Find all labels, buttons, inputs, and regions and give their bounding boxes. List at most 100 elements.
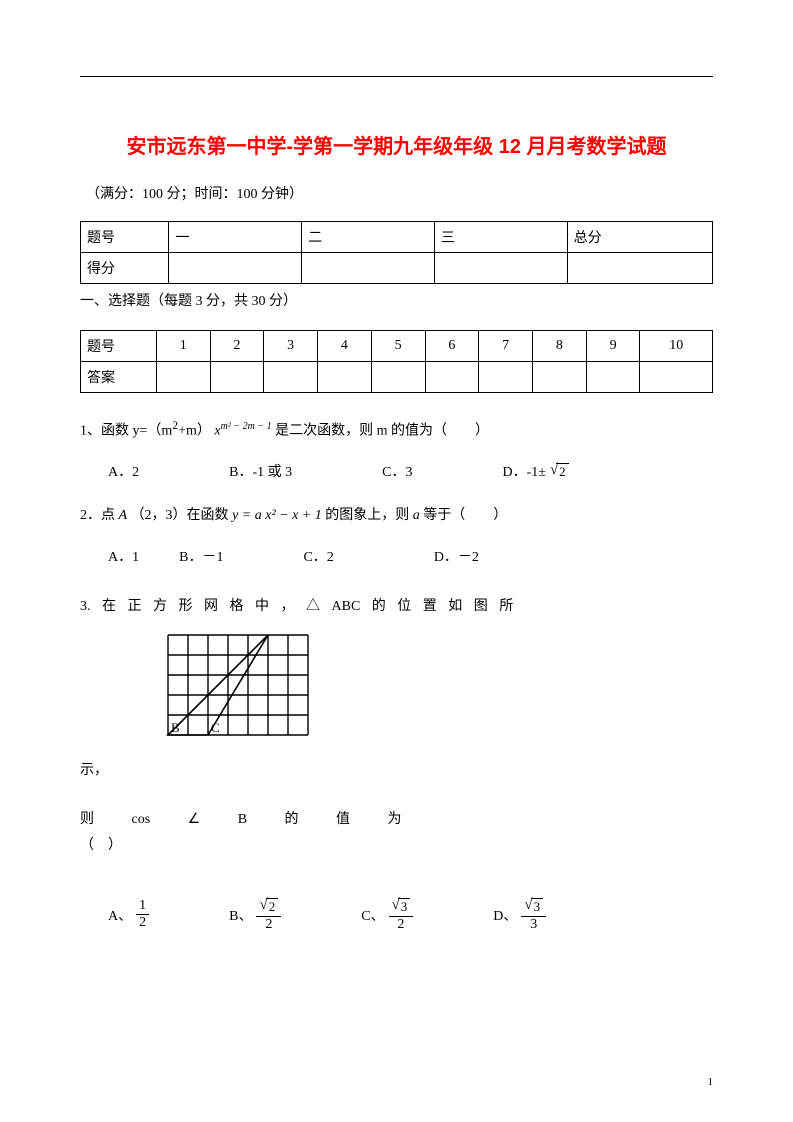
option-b: B．-1 或 3: [229, 461, 292, 481]
option-b: B．－1: [179, 546, 223, 566]
q3-paren: （ ）: [80, 834, 713, 854]
option-a: A．2: [108, 461, 139, 481]
opt-label: C、: [361, 905, 384, 925]
cell: 5: [371, 331, 425, 362]
cell: 一: [169, 222, 302, 253]
cell: [479, 362, 533, 393]
option-c: C．3: [382, 461, 412, 481]
cell: 得分: [81, 253, 169, 284]
cell: 9: [586, 331, 640, 362]
cell: [425, 362, 479, 393]
score-table: 题号 一 二 三 总分 得分: [80, 221, 713, 284]
fraction: √3 2: [389, 898, 414, 932]
frac-num: √3: [521, 898, 546, 917]
cell: [318, 362, 372, 393]
option-d: D．-1± √2: [502, 461, 568, 481]
q2-text: 等于（ ）: [423, 508, 507, 523]
cell: 题号: [81, 222, 169, 253]
frac-den: 3: [521, 917, 546, 932]
cell: [156, 362, 210, 393]
option-d: D．－2: [434, 546, 479, 566]
cell: [210, 362, 264, 393]
q3-line1b: 示，: [80, 754, 713, 788]
table-row: 题号 一 二 三 总分: [81, 222, 713, 253]
frac-den: 2: [136, 915, 149, 930]
option-c: C．2: [303, 546, 333, 566]
option-a: A、 1 2: [108, 899, 149, 930]
cell: [640, 362, 713, 393]
q3-options: A、 1 2 B、 √2 2 C、 √3 2: [108, 898, 713, 932]
cell: [586, 362, 640, 393]
cell: [264, 362, 318, 393]
table-row: 得分: [81, 253, 713, 284]
table-row: 题号 1 2 3 4 5 6 7 8 9 10: [81, 331, 713, 362]
table-row: 答案: [81, 362, 713, 393]
opt-d-text: D．-1±: [502, 461, 545, 481]
svg-text:C: C: [211, 720, 220, 735]
frac-num: √3: [389, 898, 414, 917]
q3-just: 3. 在 正 方 形 网 格 中 ， △ ABC 的 位 置 如 图 所: [80, 590, 713, 624]
q1-text: +m）: [178, 424, 211, 439]
cell: 3: [264, 331, 318, 362]
frac-den: 2: [389, 917, 414, 932]
cell: 10: [640, 331, 713, 362]
opt-label: B、: [229, 905, 252, 925]
q3-line1: 3. 在 正 方 形 网 格 中 ， △ ABC 的 位 置 如 图 所: [80, 590, 713, 624]
cell: 题号: [81, 331, 157, 362]
cell: 7: [479, 331, 533, 362]
frac-den: 2: [256, 917, 281, 932]
cell: 8: [532, 331, 586, 362]
option-d: D、 √3 3: [493, 898, 546, 932]
q1-exp-pow: m² − 2m − 1: [221, 421, 272, 432]
cell: 2: [210, 331, 264, 362]
question-2: 2．点 A （2，3）在函数 y = a x² − x + 1 的图象上，则 a…: [80, 503, 713, 530]
question-3: 3. 在 正 方 形 网 格 中 ， △ ABC 的 位 置 如 图 所 BC …: [80, 590, 713, 932]
exam-meta: （满分：100 分；时间：100 分钟）: [86, 183, 713, 203]
section-1-heading: 一、选择题（每题 3 分，共 30 分）: [80, 290, 713, 310]
q3-figure-row: BC: [80, 627, 713, 752]
top-rule: [80, 76, 713, 77]
sqrt-icon: √2: [550, 463, 569, 480]
cell: 答案: [81, 362, 157, 393]
grid-figure: BC: [160, 627, 316, 752]
q2-text: （2，3）在函数: [131, 508, 229, 523]
frac-num: √2: [256, 898, 281, 917]
q2-options: A．1 B．－1 C．2 D．－2: [108, 546, 713, 566]
q2-formula: y = a x² − x + 1: [232, 508, 322, 523]
q1-text: 1、函数 y=（m: [80, 424, 172, 439]
q1-text: 是二次函数，则 m 的值为（ ）: [275, 424, 489, 439]
question-1: 1、函数 y=（m2+m） xm² − 2m − 1 是二次函数，则 m 的值为…: [80, 415, 713, 445]
q2-text: 的图象上，则: [325, 508, 409, 523]
cell: [567, 253, 712, 284]
cell: [434, 253, 567, 284]
answer-table: 题号 1 2 3 4 5 6 7 8 9 10 答案: [80, 330, 713, 393]
page-number: 1: [708, 1076, 714, 1088]
cell: [371, 362, 425, 393]
option-c: C、 √3 2: [361, 898, 413, 932]
grid-svg: BC: [160, 627, 316, 747]
cell: [169, 253, 302, 284]
frac-num: 1: [136, 899, 149, 915]
cell: 总分: [567, 222, 712, 253]
q3-line2: 则 cos ∠ B 的 值 为 （ ）: [80, 808, 713, 854]
q3-just2: 则 cos ∠ B 的 值 为: [80, 808, 713, 828]
cell: 三: [434, 222, 567, 253]
svg-text:B: B: [171, 720, 180, 735]
option-b: B、 √2 2: [229, 898, 281, 932]
page: 安市远东第一中学-学第一学期九年级年级 12 月月考数学试题 （满分：100 分…: [0, 0, 793, 1122]
cell: 4: [318, 331, 372, 362]
q2-a: a: [413, 508, 420, 523]
cell: 1: [156, 331, 210, 362]
opt-label: D、: [493, 905, 517, 925]
cell: [532, 362, 586, 393]
q1-options: A．2 B．-1 或 3 C．3 D．-1± √2: [108, 461, 713, 481]
cell: [302, 253, 435, 284]
q2-text: 2．点: [80, 508, 115, 523]
fraction: √2 2: [256, 898, 281, 932]
cell: 二: [302, 222, 435, 253]
exam-title: 安市远东第一中学-学第一学期九年级年级 12 月月考数学试题: [80, 130, 713, 159]
option-a: A．1: [108, 546, 139, 566]
fraction: 1 2: [136, 899, 149, 930]
opt-label: A、: [108, 905, 132, 925]
q3-text: 则 cos ∠ B 的 值 为: [80, 808, 402, 828]
